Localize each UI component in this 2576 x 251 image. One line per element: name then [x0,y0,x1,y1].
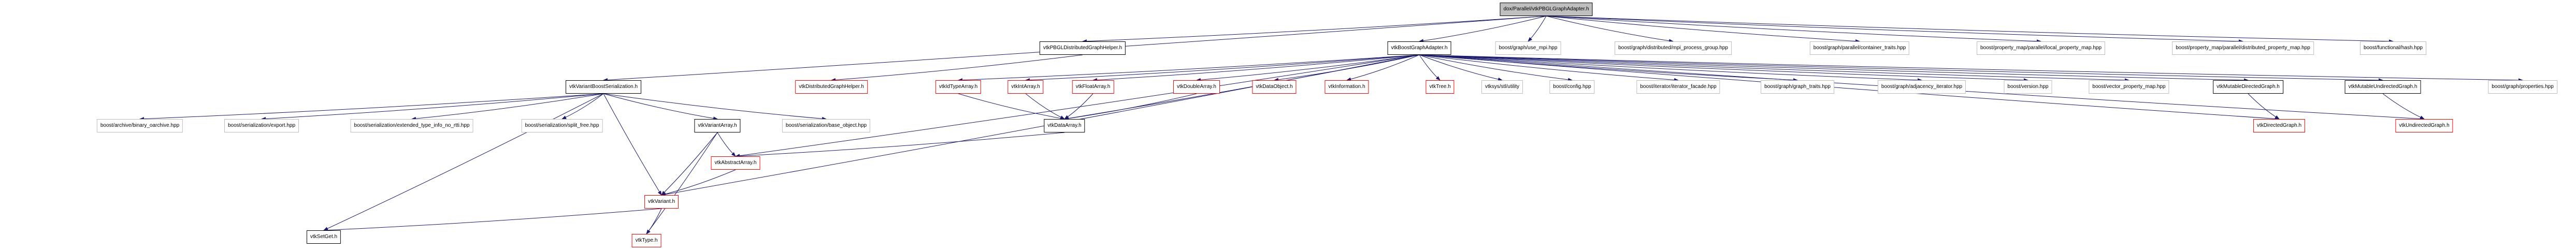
edge-boostadapter-to-vecpm [1419,54,2129,82]
edge-boostadapter-to-dataobj [1274,54,1420,82]
edge-absarray-to-variant [661,169,736,196]
graph-node-idtype[interactable]: vtkIdTypeArray.h [935,80,982,94]
edge-mutundir-to-undirgraph [2382,93,2425,120]
graph-node-vecpm: boost/vector_property_map.hpp [2089,80,2169,94]
edge-boostadapter-to-variant [661,54,1420,197]
edge-boostadapter-to-version [1419,54,2028,82]
graph-node-variant[interactable]: vtkVariant.h [644,195,679,209]
graph-node-intarr[interactable]: vtkIntArray.h [1008,80,1044,94]
graph-node-dataobj[interactable]: vtkDataObject.h [1252,80,1297,94]
edge-root-to-distpm [1546,16,2243,43]
edge-boostadapter-to-idtype [958,54,1420,82]
edge-boostadapter-to-vtksysutil [1419,54,1503,81]
graph-node-root: dox/Parallel/vtkPBGLGraphAdapter.h [1500,3,1593,16]
graph-node-dirgraph[interactable]: vtkDirectedGraph.h [2253,119,2306,132]
edge-vbs-to-binoarch [139,93,604,121]
edge-boostadapter-to-floatarr [1092,54,1420,82]
graph-node-vbs[interactable]: vtkVariantBoostSerialization.h [565,80,642,94]
edge-floatarr-to-dataarray [1064,93,1093,120]
graph-node-props: boost/graph/properties.hpp [2488,80,2557,94]
graph-node-dgh[interactable]: vtkDistributedGraphHelper.h [795,80,868,94]
edge-boostadapter-to-mutundir [1419,54,2383,82]
edge-boostadapter-to-mutdir [1419,54,2249,82]
edge-boostadapter-to-config [1419,54,1573,82]
graph-node-dataarray[interactable]: vtkDataArray.h [1044,119,1085,132]
graph-node-mpipg: boost/graph/distributed/mpi_process_grou… [1615,41,1732,55]
graph-node-info[interactable]: vtkInformation.h [1325,80,1369,94]
edge-vbs-to-varray [603,93,718,121]
edge-root-to-ctraits [1546,16,1860,43]
graph-node-floatarr[interactable]: vtkFloatArray.h [1072,80,1114,94]
edge-root-to-localpm [1546,16,2041,43]
edge-boostadapter-to-tree [1419,54,1441,81]
graph-node-boostadapter[interactable]: vtkBoostGraphAdapter.h [1387,41,1451,55]
edge-root-to-mpipg [1546,16,1674,43]
graph-node-binoarch: boost/archive/binary_oarchive.hpp [96,119,183,132]
graph-node-config: boost/config.hpp [1549,80,1595,94]
edge-boostadapter-to-iterfacade [1419,54,1679,82]
graph-node-localpm: boost/property_map/parallel/local_proper… [1976,41,2106,55]
edge-intarr-to-dataarray [1025,93,1065,120]
edge-boostadapter-to-absarray [735,54,1420,158]
edge-root-to-usempi [1528,16,1547,42]
graph-node-splitfree: boost/serialization/split_free.hpp [521,119,603,132]
edge-boostadapter-to-doublearr [1196,54,1420,82]
graph-node-baseobj: boost/serialization/base_object.hpp [782,119,871,132]
graph-node-gtraits: boost/graph/graph_traits.hpp [1761,80,1834,94]
edge-root-to-pbglhelper [1082,16,1547,43]
graph-node-pbglhelper[interactable]: vtkPBGLDistributedGraphHelper.h [1039,41,1126,55]
edge-root-to-hash [1546,16,2394,43]
edge-varray-to-absarray [717,132,736,157]
graph-node-usempi: boost/graph/use_mpi.hpp [1495,41,1561,55]
edge-varray-to-vtype [646,132,718,234]
graph-node-distpm: boost/property_map/parallel/distributed_… [2172,41,2314,55]
graph-node-hash: boost/functional/hash.hpp [2360,41,2426,55]
graph-node-tree[interactable]: vtkTree.h [1426,80,1455,94]
graph-node-export: boost/serialization/export.hpp [224,119,299,132]
edge-vbs-to-export [261,93,604,121]
edge-pbglhelper-to-dgh [831,54,1083,82]
edge-vbs-to-variant [603,93,662,196]
edge-idtype-to-dataarray [958,93,1065,121]
graph-node-version: boost/version.hpp [2004,80,2052,94]
edges-group [139,16,2523,234]
graph-node-ctraits: boost/graph/parallel/container_traits.hp… [1809,41,1910,55]
edge-varray-to-variant [661,132,718,196]
edge-boostadapter-to-gtraits [1419,54,1798,82]
edge-boostadapter-to-info [1346,54,1420,81]
graph-node-mutdir[interactable]: vtkMutableDirectedGraph.h [2213,80,2283,94]
graph-node-undirgraph[interactable]: vtkUndirectedGraph.h [2395,119,2453,132]
graph-node-extti: boost/serialization/extended_type_info_n… [350,119,473,132]
edge-boostadapter-to-intarr [1025,54,1420,82]
edge-vbs-to-setget [323,93,604,231]
graph-node-iterfacade: boost/iterator/iterator_facade.hpp [1636,80,1720,94]
edge-boostadapter-to-props [1419,54,2523,82]
edge-vbs-to-extti [411,93,604,121]
edge-variant-to-vtype [646,208,662,234]
edge-root-to-boostadapter [1419,16,1547,43]
graph-node-mutundir[interactable]: vtkMutableUndirectedGraph.h [2344,80,2421,94]
edge-variant-to-setget [323,208,662,232]
graph-node-varray[interactable]: vtkVariantArray.h [694,119,741,132]
graph-node-setget[interactable]: vtkSetGet.h [306,230,341,244]
graph-node-adjiter: boost/graph/adjacency_iterator.hpp [1877,80,1966,94]
graph-node-vtype[interactable]: vtkType.h [631,234,661,247]
edge-boostadapter-to-adjiter [1419,54,1922,82]
edge-vbs-to-splitfree [562,93,604,120]
edge-dataarray-to-absarray [735,132,1065,158]
edge-vbs-to-baseobj [603,93,827,121]
graph-node-absarray[interactable]: vtkAbstractArray.h [711,156,760,170]
edge-doublearr-to-dataarray [1064,93,1197,121]
edge-mutdir-to-dirgraph [2248,93,2280,120]
graph-node-vtksysutil: vtksys/stl/utility [1481,80,1523,94]
graph-node-doublearr[interactable]: vtkDoubleArray.h [1173,80,1220,94]
